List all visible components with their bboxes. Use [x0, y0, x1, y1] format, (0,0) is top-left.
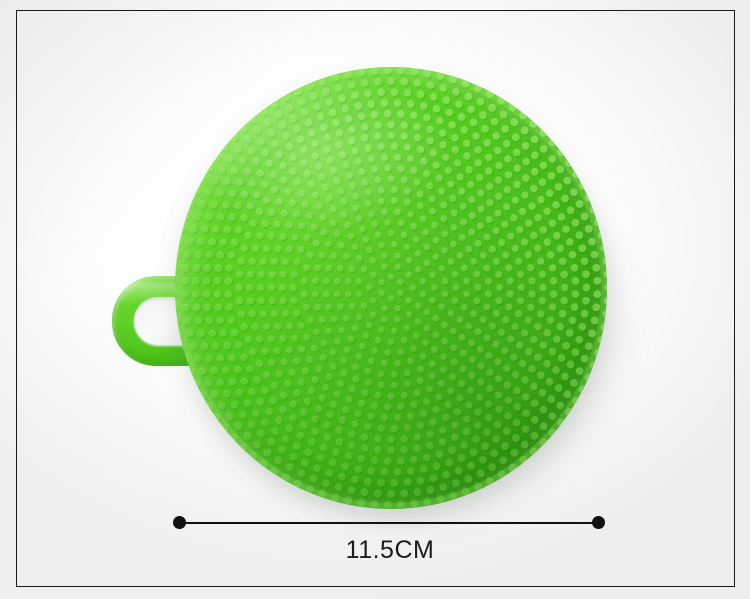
- dimension-label: 11.5CM: [345, 536, 435, 564]
- dimension-rule: [181, 522, 599, 524]
- dimension-endpoint-right: [592, 516, 605, 529]
- dimension-endpoint-left: [173, 516, 186, 529]
- bristle-texture: [175, 67, 607, 509]
- dimension-line: [173, 512, 607, 536]
- scrubber-disc: [175, 67, 607, 509]
